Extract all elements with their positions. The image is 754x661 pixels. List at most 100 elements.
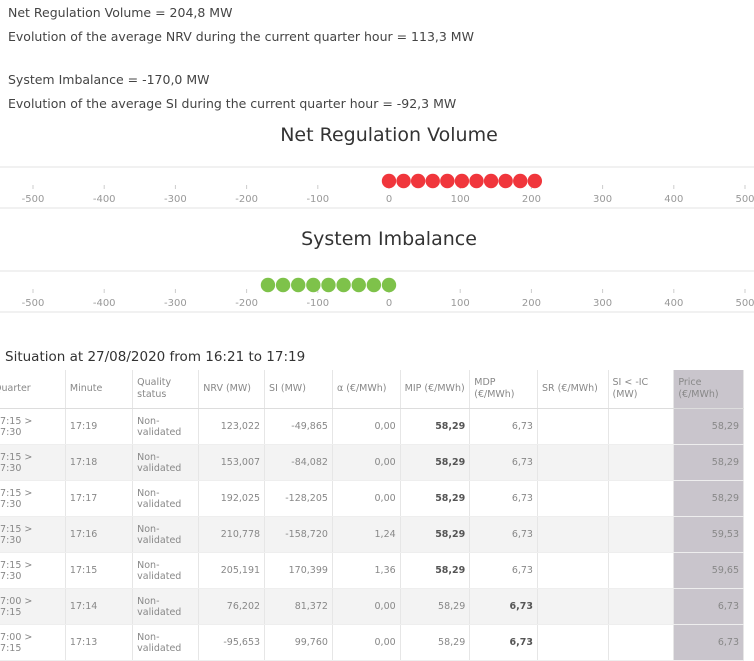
tick-label: 300	[593, 298, 612, 309]
table-cell: 6,73	[469, 516, 538, 553]
table-row: 17:15 > 17:3017:19Non-validated123,022-4…	[0, 408, 744, 445]
table-cell: 58,29	[400, 444, 471, 481]
tick-label: 500	[735, 298, 754, 309]
dot	[381, 277, 397, 293]
table-cell	[537, 444, 609, 481]
gauge-title: Net Regulation Volume	[280, 124, 498, 146]
table-cell: 58,29	[673, 444, 744, 481]
column-header: NRV (MW)	[198, 370, 266, 409]
table-cell	[608, 624, 675, 661]
table-cell: 6,73	[469, 480, 538, 517]
table-cell: 58,29	[400, 624, 471, 661]
table-cell: 58,29	[400, 408, 471, 445]
table-title: Situation at 27/08/2020 from 16:21 to 17…	[5, 349, 306, 365]
column-header: Quality status	[132, 370, 200, 409]
table-cell: -158,720	[264, 516, 333, 553]
dot	[483, 173, 499, 189]
table-cell: 99,760	[264, 624, 333, 661]
dot	[336, 277, 351, 293]
tick-label: 400	[664, 194, 683, 205]
dot	[454, 173, 470, 189]
dot	[440, 173, 455, 189]
table-cell: 17:15 > 17:30	[0, 516, 66, 553]
info-line: Evolution of the average SI during the c…	[8, 96, 457, 111]
table-cell: Non-validated	[132, 444, 200, 481]
table-cell: 17:15	[65, 552, 134, 589]
table-cell: 17:15 > 17:30	[0, 408, 66, 445]
table-cell: 17:17	[65, 480, 134, 517]
table-cell: 58,29	[400, 552, 471, 589]
table-cell	[537, 408, 609, 445]
dot	[396, 173, 411, 189]
table-cell	[608, 552, 675, 589]
column-header: Price (€/MWh)	[673, 370, 744, 409]
table-cell: 6,73	[469, 408, 538, 445]
dot	[469, 173, 484, 189]
tick-label: -500	[22, 194, 45, 205]
table-row: 17:15 > 17:3017:15Non-validated205,19117…	[0, 552, 744, 589]
table-cell: 123,022	[198, 408, 266, 445]
table-cell	[537, 588, 609, 625]
table-cell: 17:19	[65, 408, 134, 445]
table-cell: 59,65	[673, 552, 744, 589]
table-cell	[537, 552, 609, 589]
column-header: Quarter	[0, 370, 66, 409]
tick-label: -300	[164, 194, 187, 205]
column-header: SR (€/MWh)	[537, 370, 609, 409]
table-cell: 192,025	[198, 480, 266, 517]
tick-label: 300	[593, 194, 612, 205]
table-cell: 6,73	[469, 552, 538, 589]
dot	[366, 277, 382, 293]
table-cell: Non-validated	[132, 588, 200, 625]
table-cell: 76,202	[198, 588, 266, 625]
table-cell: 17:14	[65, 588, 134, 625]
tick-label: -300	[164, 298, 187, 309]
table-cell: 6,73	[469, 588, 538, 625]
table-cell: Non-validated	[132, 408, 200, 445]
table-cell: 17:18	[65, 444, 134, 481]
tick-label: 200	[522, 298, 541, 309]
tick-label: 400	[664, 298, 683, 309]
table-cell: 58,29	[673, 408, 744, 445]
table-cell: 205,191	[198, 552, 266, 589]
table-row: 17:15 > 17:3017:18Non-validated153,007-8…	[0, 444, 744, 481]
dot	[527, 173, 543, 189]
tick-label: 200	[522, 194, 541, 205]
column-header: MDP (€/MWh)	[469, 370, 538, 409]
dot	[351, 277, 366, 293]
table-cell: 0,00	[332, 408, 401, 445]
column-header: SI < -IC (MW)	[608, 370, 675, 409]
table-row: 17:00 > 17:1517:13Non-validated-95,65399…	[0, 624, 744, 661]
table-cell: 0,00	[332, 444, 401, 481]
table-cell: Non-validated	[132, 624, 200, 661]
dot	[381, 173, 397, 189]
table-cell: 17:15 > 17:30	[0, 552, 66, 589]
table-cell: 17:16	[65, 516, 134, 553]
table-cell: 1,24	[332, 516, 401, 553]
dot	[425, 173, 440, 189]
table-cell: 81,372	[264, 588, 333, 625]
info-line: System Imbalance = -170,0 MW	[8, 72, 210, 87]
info-line: Net Regulation Volume = 204,8 MW	[8, 5, 233, 20]
table-cell: 6,73	[673, 588, 744, 625]
tick-label: 100	[451, 298, 470, 309]
column-header: SI (MW)	[264, 370, 333, 409]
tick-label: -400	[93, 194, 116, 205]
table-cell: Non-validated	[132, 516, 200, 553]
table-cell: 1,36	[332, 552, 401, 589]
table-cell: 0,00	[332, 480, 401, 517]
tick-label: -200	[235, 298, 258, 309]
table-cell: 17:00 > 17:15	[0, 588, 66, 625]
table-cell	[608, 408, 675, 445]
tick-label: -200	[235, 194, 258, 205]
table-cell	[537, 480, 609, 517]
dot	[321, 277, 336, 293]
table-cell	[608, 444, 675, 481]
dot	[275, 277, 291, 293]
tick-label: 100	[451, 194, 470, 205]
dot	[291, 277, 306, 293]
table-cell	[608, 516, 675, 553]
table-cell: -84,082	[264, 444, 333, 481]
table-row: 17:15 > 17:3017:16Non-validated210,778-1…	[0, 516, 744, 553]
